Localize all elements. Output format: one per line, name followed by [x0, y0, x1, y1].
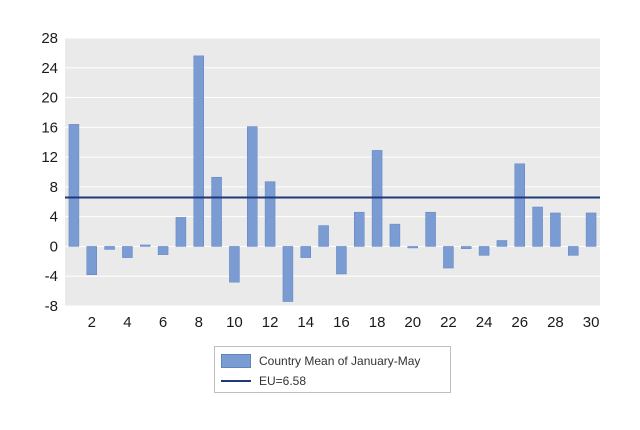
bar	[86, 246, 97, 275]
bar	[425, 211, 436, 247]
bar-series	[68, 55, 597, 302]
x-tick-label: 12	[262, 314, 279, 331]
x-tick-label: 26	[511, 314, 528, 331]
plot-area	[65, 38, 600, 306]
bar	[140, 244, 151, 247]
bar	[568, 246, 579, 256]
y-tick-label: 4	[50, 209, 58, 226]
y-tick-label: -8	[45, 298, 58, 315]
x-tick-label: 2	[88, 314, 96, 331]
legend-label-line: EU=6.58	[259, 374, 307, 388]
legend-label-bars: Country Mean of January-May	[259, 354, 421, 368]
x-tick-label: 10	[226, 314, 243, 331]
bar	[461, 246, 472, 249]
bar	[122, 246, 133, 258]
legend-item-line: EU=6.58	[221, 372, 306, 390]
bar	[318, 225, 329, 247]
bar	[585, 212, 597, 247]
legend-item-bars: Country Mean of January-May	[221, 352, 420, 370]
y-tick-label: 0	[50, 238, 58, 255]
gridlines	[65, 37, 600, 307]
x-axis-ticks: 2 4 6 8 10 12 14 16 18 20 22 24 26 28 30	[88, 314, 600, 331]
bar	[211, 176, 222, 247]
bar	[550, 212, 561, 247]
x-tick-label: 8	[195, 314, 203, 331]
bar	[157, 246, 169, 255]
x-tick-label: 4	[123, 314, 131, 331]
x-tick-label: 16	[333, 314, 350, 331]
x-tick-label: 28	[547, 314, 564, 331]
bar	[104, 246, 115, 250]
bar	[175, 217, 187, 247]
x-tick-label: 20	[404, 314, 421, 331]
legend-swatch-bar	[221, 354, 251, 368]
bar	[389, 223, 401, 247]
bar	[336, 246, 347, 275]
y-tick-label: 28	[41, 30, 58, 47]
bar	[514, 163, 525, 247]
bar	[407, 246, 418, 249]
bar	[282, 246, 294, 302]
legend-swatch-line	[221, 380, 251, 382]
bar	[300, 246, 311, 258]
x-tick-label: 18	[369, 314, 386, 331]
bar	[193, 55, 204, 247]
bar	[229, 246, 240, 283]
y-tick-label: 24	[41, 60, 58, 77]
bar	[68, 124, 80, 247]
x-tick-label: 6	[159, 314, 167, 331]
bar	[532, 206, 543, 247]
x-tick-label: 30	[583, 314, 600, 331]
x-tick-label: 22	[440, 314, 457, 331]
bar	[264, 181, 276, 247]
y-tick-label: 16	[41, 119, 58, 136]
legend: Country Mean of January-May EU=6.58	[214, 346, 451, 393]
y-axis-ticks: 28 24 20 16 12 8 4 0 -4 -8	[41, 30, 58, 315]
bar	[354, 211, 365, 247]
bar	[247, 126, 258, 247]
bar	[496, 240, 508, 247]
bar	[478, 246, 490, 256]
x-tick-label: 14	[297, 314, 314, 331]
y-tick-label: 8	[50, 179, 58, 196]
y-tick-label: -4	[45, 268, 58, 285]
x-tick-label: 24	[476, 314, 493, 331]
bar	[443, 246, 454, 269]
y-tick-label: 20	[41, 90, 58, 107]
y-tick-label: 12	[41, 149, 58, 166]
